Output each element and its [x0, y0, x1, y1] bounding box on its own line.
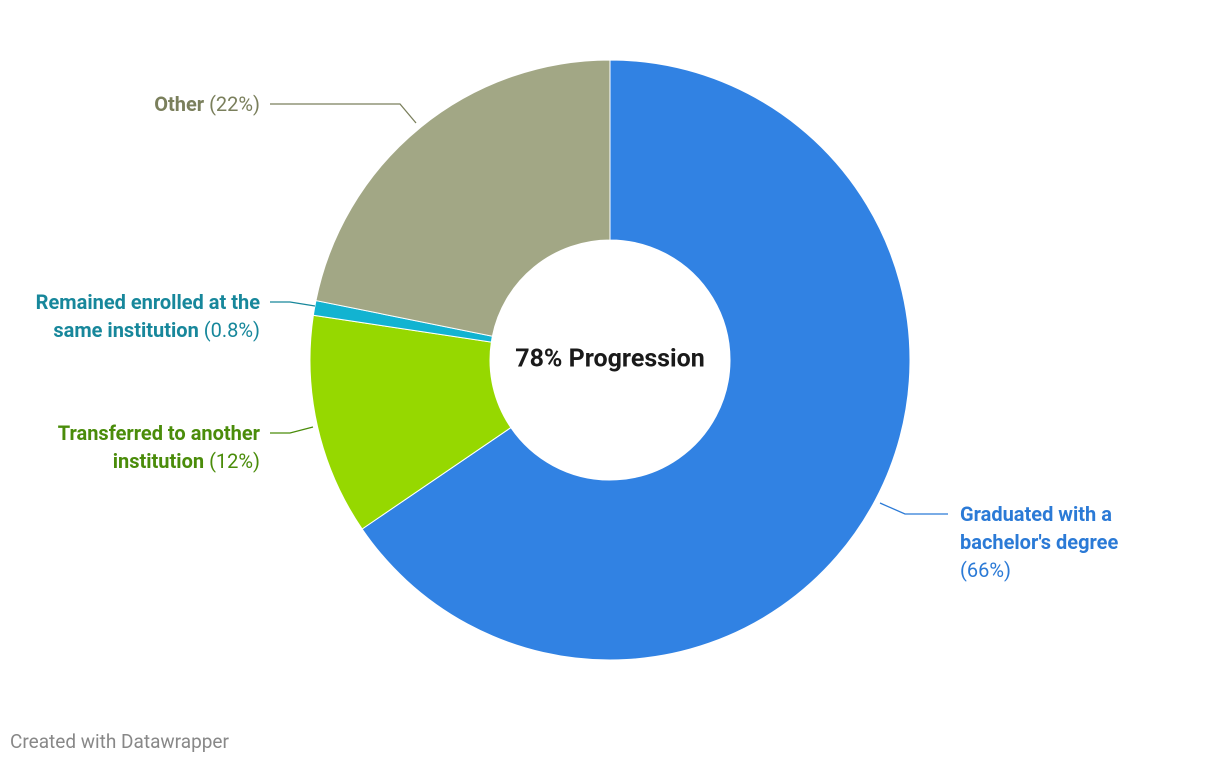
slice-label: Other (22%)	[60, 90, 260, 118]
slice-label: Transferred to another institution (12%)	[10, 419, 260, 475]
leader-line	[270, 301, 316, 307]
label-name: Remained enrolled at the same institutio…	[35, 290, 260, 342]
label-value: (0.8%)	[203, 318, 260, 342]
leader-line	[270, 426, 314, 434]
label-value: (22%)	[209, 92, 260, 116]
slice-label: Remained enrolled at the same institutio…	[20, 288, 260, 344]
slice	[309, 314, 512, 530]
slice	[315, 59, 611, 337]
center-text: 78% Progression	[515, 345, 705, 374]
label-name: Graduated with a bachelor's degree	[960, 502, 1119, 554]
label-value: (12%)	[209, 449, 260, 473]
label-name: Transferred to another institution	[57, 421, 260, 473]
slice-label: Graduated with a bachelor's degree (66%)	[960, 500, 1170, 584]
label-name: Other	[154, 92, 205, 116]
label-value: (66%)	[960, 558, 1011, 582]
footer: Created with Datawrapper	[10, 730, 229, 753]
leader-line	[879, 502, 948, 515]
leader-line	[270, 103, 417, 124]
slices	[309, 59, 911, 661]
slice	[361, 59, 911, 661]
